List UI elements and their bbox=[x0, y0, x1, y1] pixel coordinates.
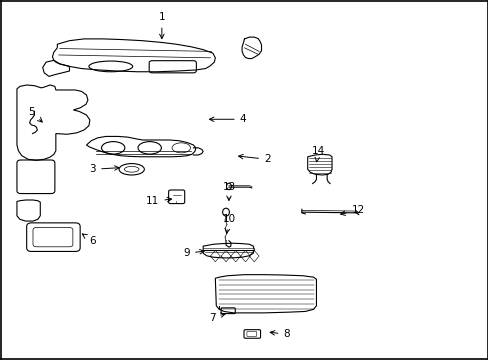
Text: 7: 7 bbox=[208, 312, 225, 323]
Text: 14: 14 bbox=[311, 146, 324, 162]
Text: 6: 6 bbox=[82, 234, 95, 246]
Text: 5: 5 bbox=[28, 107, 42, 122]
Text: 1: 1 bbox=[158, 13, 165, 39]
Text: 12: 12 bbox=[340, 205, 364, 215]
Text: 11: 11 bbox=[146, 197, 171, 206]
Text: 4: 4 bbox=[209, 114, 246, 124]
Text: 8: 8 bbox=[270, 329, 289, 339]
Text: 13: 13 bbox=[222, 182, 235, 201]
Text: 3: 3 bbox=[89, 164, 119, 174]
Text: 9: 9 bbox=[183, 248, 204, 258]
Text: 10: 10 bbox=[222, 214, 235, 233]
Text: 2: 2 bbox=[238, 154, 270, 164]
